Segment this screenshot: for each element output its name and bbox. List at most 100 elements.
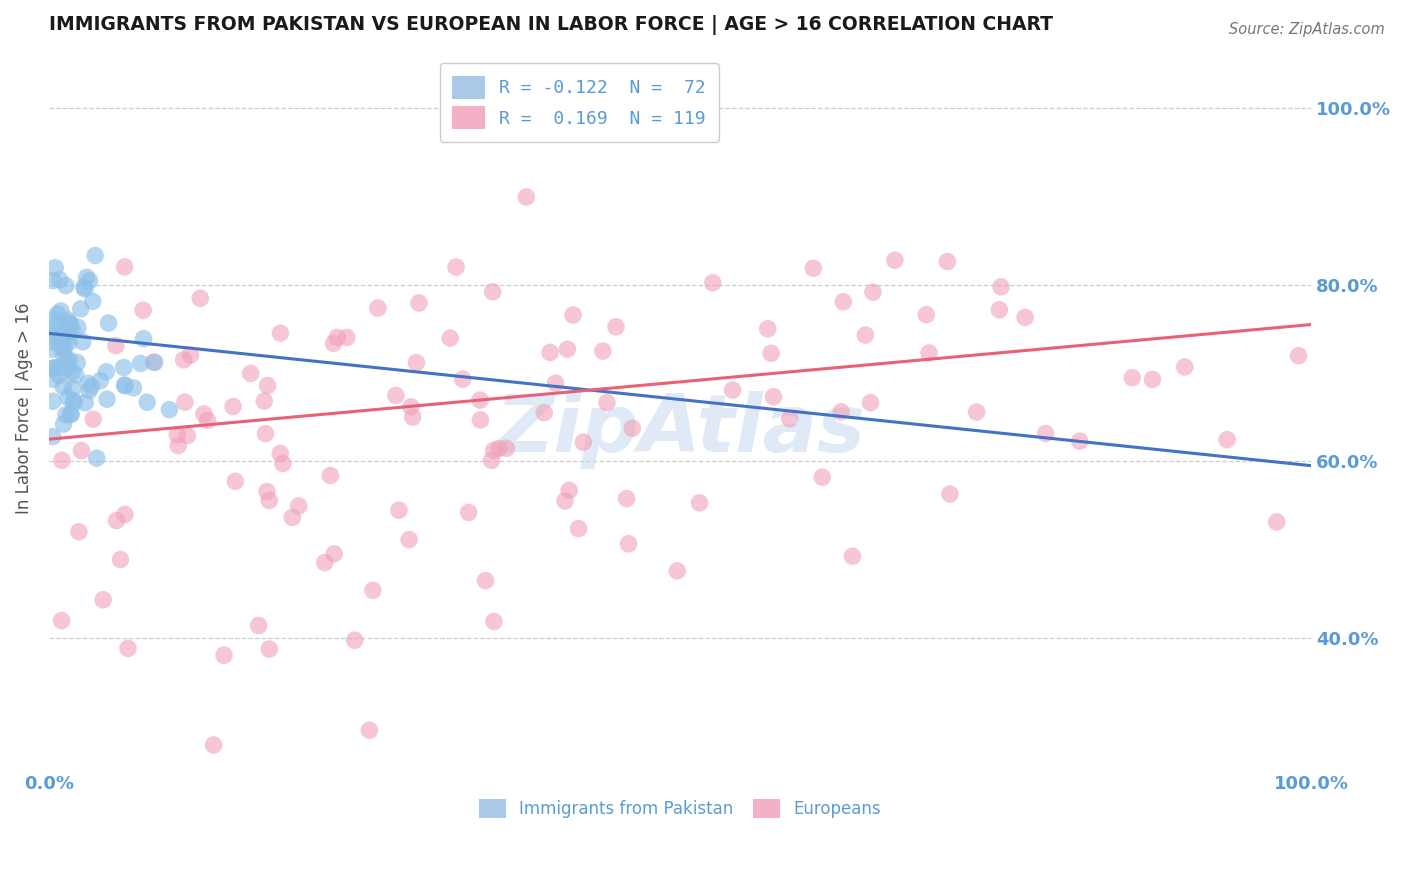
Point	[544, 376, 567, 391]
Point	[142, 355, 165, 369]
Point	[179, 348, 201, 362]
Point	[173, 352, 195, 367]
Point	[326, 330, 349, 344]
Point	[616, 491, 638, 506]
Point	[567, 522, 589, 536]
Point	[56, 391, 79, 405]
Point	[841, 549, 863, 564]
Point	[254, 426, 277, 441]
Point	[77, 376, 100, 391]
Point	[110, 552, 132, 566]
Point	[359, 723, 381, 738]
Point	[42, 334, 65, 349]
Point	[136, 395, 159, 409]
Point	[666, 564, 689, 578]
Point	[481, 285, 503, 299]
Point	[470, 413, 492, 427]
Point	[70, 443, 93, 458]
Point	[63, 395, 86, 409]
Point	[457, 505, 479, 519]
Point	[72, 334, 94, 349]
Point	[239, 367, 262, 381]
Point	[481, 453, 503, 467]
Point	[756, 322, 779, 336]
Point	[779, 411, 801, 425]
Point	[855, 328, 877, 343]
Point	[862, 285, 884, 300]
Point	[48, 359, 70, 374]
Point	[58, 335, 80, 350]
Point	[830, 405, 852, 419]
Point	[42, 361, 65, 376]
Point	[58, 325, 80, 339]
Point	[562, 308, 585, 322]
Point	[572, 435, 595, 450]
Point	[702, 276, 724, 290]
Point	[114, 260, 136, 274]
Point	[759, 346, 782, 360]
Point	[55, 362, 77, 376]
Point	[114, 379, 136, 393]
Point	[966, 405, 988, 419]
Point	[45, 318, 67, 332]
Point	[256, 484, 278, 499]
Point	[56, 313, 79, 327]
Point	[91, 592, 114, 607]
Point	[76, 270, 98, 285]
Point	[55, 334, 77, 348]
Point	[51, 453, 73, 467]
Point	[495, 442, 517, 456]
Point	[408, 296, 430, 310]
Point	[197, 413, 219, 427]
Point	[82, 412, 104, 426]
Point	[444, 260, 467, 274]
Point	[936, 254, 959, 268]
Point	[66, 355, 89, 369]
Point	[75, 395, 97, 409]
Point	[86, 451, 108, 466]
Point	[62, 382, 84, 396]
Text: ZipAtlas: ZipAtlas	[495, 391, 865, 469]
Point	[46, 325, 69, 339]
Point	[48, 368, 70, 383]
Point	[721, 383, 744, 397]
Point	[132, 303, 155, 318]
Point	[269, 446, 291, 460]
Point	[323, 547, 346, 561]
Point	[82, 294, 104, 309]
Point	[222, 400, 245, 414]
Point	[488, 442, 510, 456]
Point	[617, 537, 640, 551]
Point	[319, 468, 342, 483]
Point	[56, 353, 79, 368]
Point	[73, 280, 96, 294]
Point	[538, 345, 561, 359]
Point	[42, 372, 65, 386]
Point	[801, 261, 824, 276]
Point	[689, 496, 711, 510]
Point	[212, 648, 235, 663]
Point	[533, 406, 555, 420]
Point	[143, 355, 166, 369]
Point	[832, 294, 855, 309]
Point	[314, 556, 336, 570]
Point	[259, 642, 281, 657]
Point	[104, 338, 127, 352]
Point	[96, 392, 118, 407]
Point	[122, 381, 145, 395]
Point	[45, 328, 67, 343]
Point	[52, 417, 75, 431]
Point	[53, 342, 76, 356]
Point	[1265, 515, 1288, 529]
Point	[224, 475, 246, 489]
Point	[193, 407, 215, 421]
Point	[988, 302, 1011, 317]
Point	[259, 493, 281, 508]
Point	[52, 348, 75, 362]
Point	[62, 393, 84, 408]
Point	[451, 372, 474, 386]
Point	[939, 487, 962, 501]
Point	[915, 308, 938, 322]
Point	[42, 343, 65, 357]
Point	[271, 457, 294, 471]
